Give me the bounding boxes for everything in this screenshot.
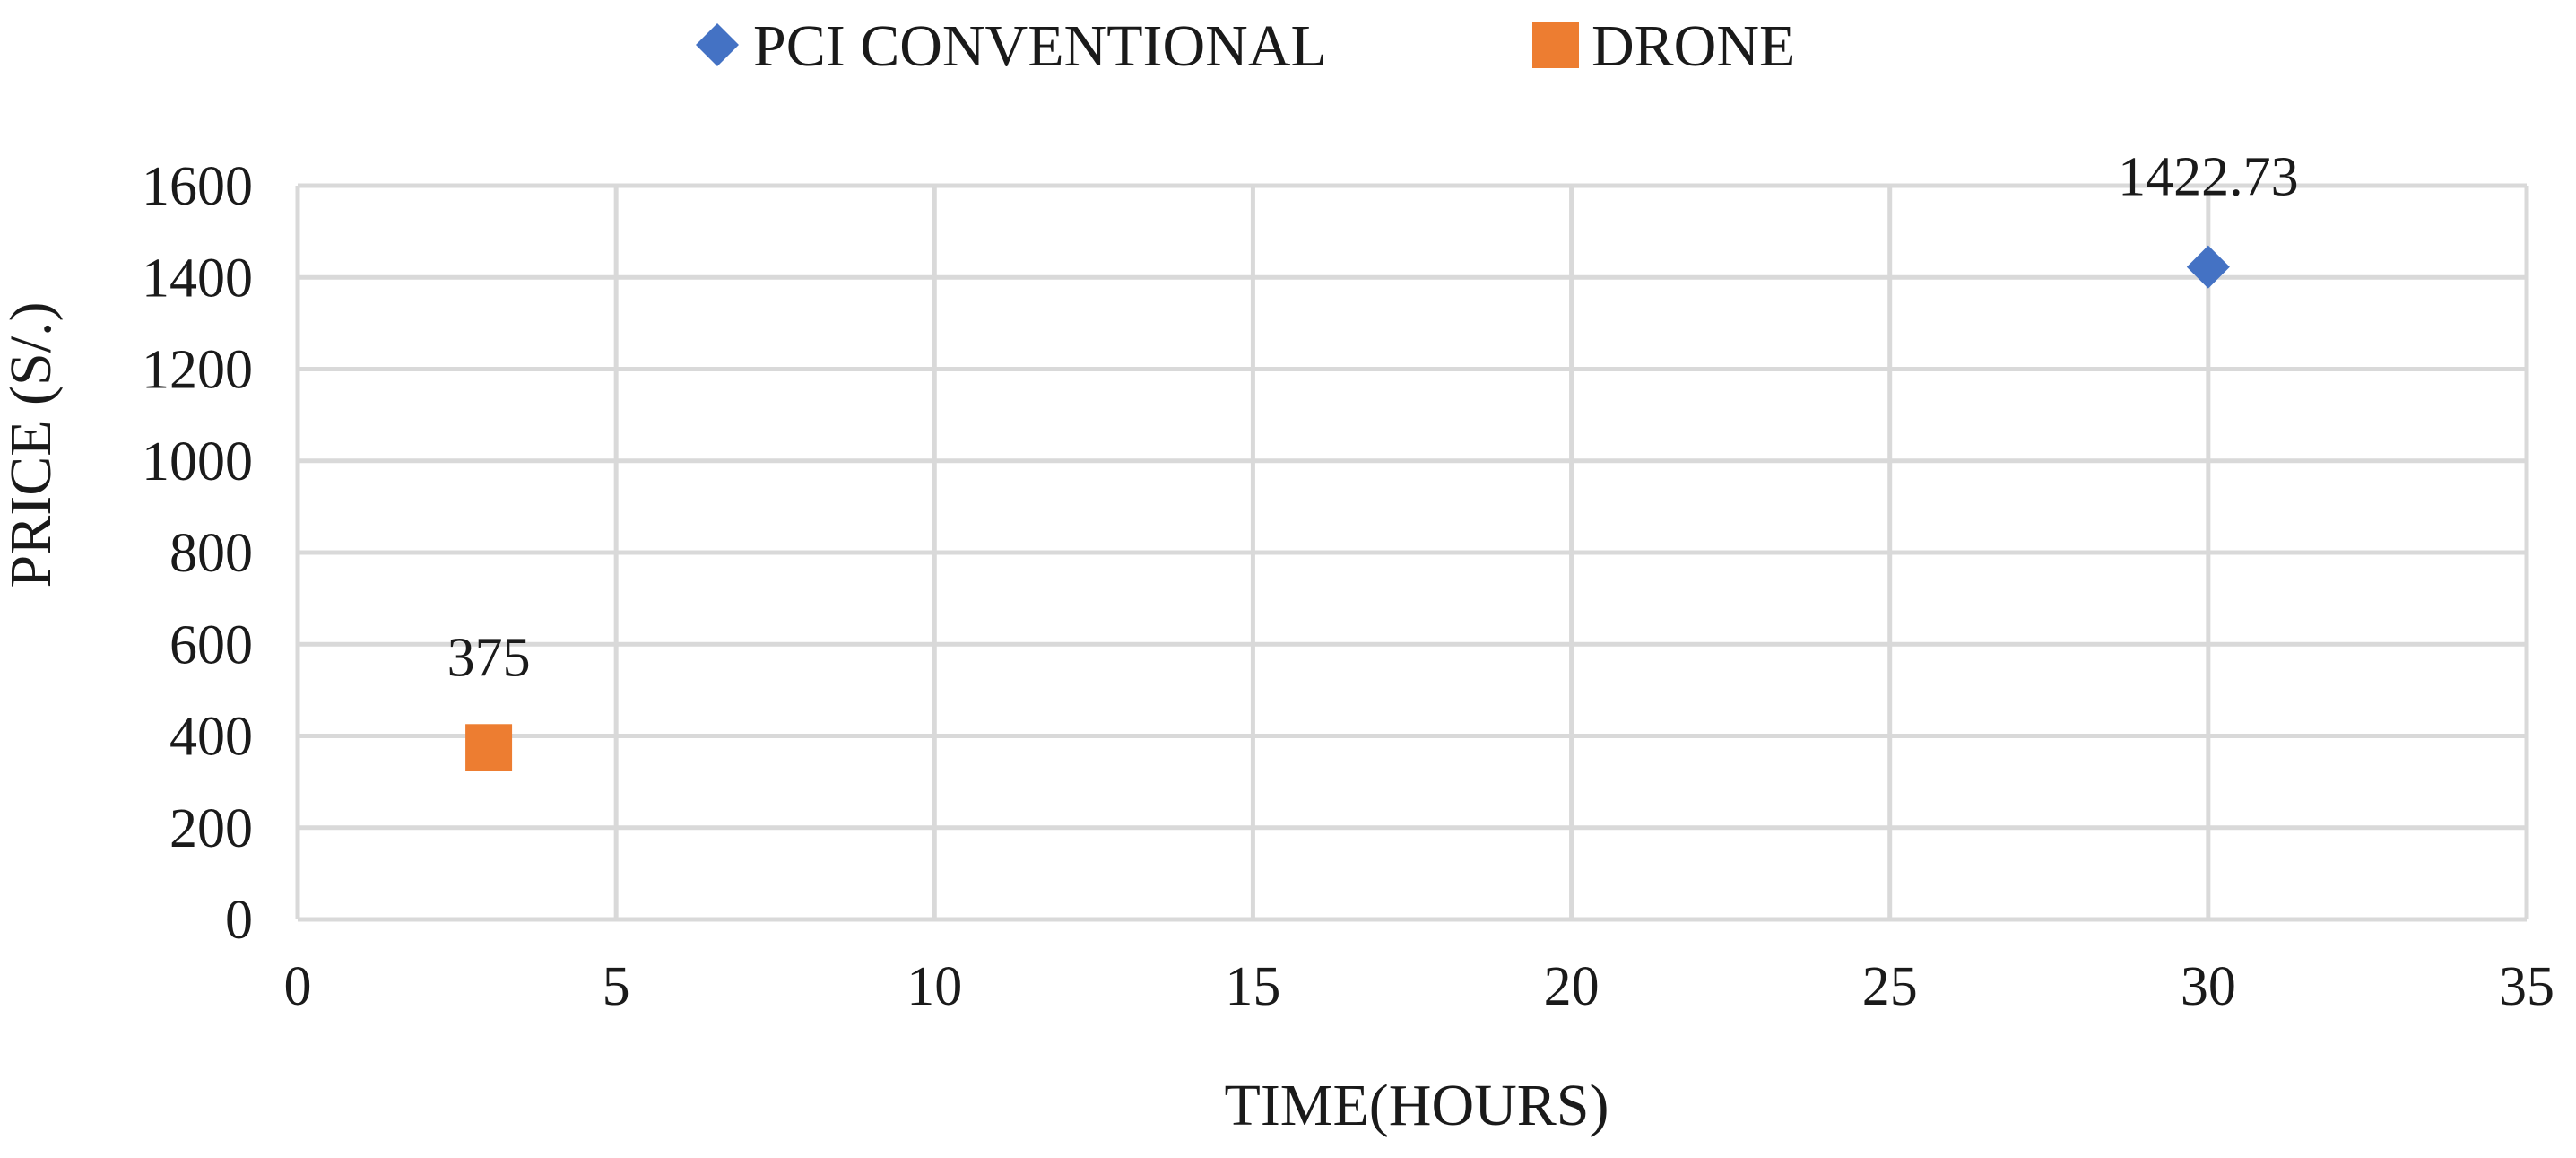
y-axis-ticks: 0 200 400 600 800 1000 1200 1400 1600 xyxy=(142,156,253,951)
y-tick-label: 1000 xyxy=(142,431,253,492)
x-axis-title: TIME(HOURS) xyxy=(1225,1073,1609,1138)
y-tick-label: 1600 xyxy=(142,156,253,217)
plot-grid xyxy=(295,183,2529,922)
y-tick-label: 1400 xyxy=(142,248,253,309)
x-tick-label: 10 xyxy=(906,956,962,1017)
x-tick-label: 35 xyxy=(2499,956,2554,1017)
x-tick-label: 25 xyxy=(1862,956,1918,1017)
point-drone xyxy=(465,724,513,771)
data-label: 375 xyxy=(447,627,531,688)
legend-marker-diamond xyxy=(696,23,739,66)
y-tick-label: 200 xyxy=(169,798,253,859)
x-tick-label: 30 xyxy=(2181,956,2236,1017)
point-pci-conventional xyxy=(2186,245,2230,289)
x-tick-label: 5 xyxy=(603,956,630,1017)
y-tick-label: 400 xyxy=(169,707,253,768)
y-tick-label: 0 xyxy=(225,890,253,951)
x-tick-label: 20 xyxy=(1544,956,1600,1017)
data-label: 1422.73 xyxy=(2118,147,2299,208)
y-tick-label: 800 xyxy=(169,523,253,584)
y-axis-title: PRICE (S/.) xyxy=(0,301,64,588)
x-tick-label: 0 xyxy=(284,956,312,1017)
legend: PCI CONVENTIONAL DRONE xyxy=(696,13,1795,79)
legend-marker-square xyxy=(1532,22,1579,68)
legend-label: PCI CONVENTIONAL xyxy=(753,13,1327,79)
y-tick-label: 1200 xyxy=(142,340,253,401)
legend-label: DRONE xyxy=(1592,13,1795,79)
x-tick-label: 15 xyxy=(1225,956,1280,1017)
x-axis-ticks: 0 5 10 15 20 25 30 35 xyxy=(284,956,2555,1017)
data-labels: 1422.73 375 xyxy=(447,147,2299,689)
data-points xyxy=(465,245,2230,771)
y-tick-label: 600 xyxy=(169,614,253,675)
